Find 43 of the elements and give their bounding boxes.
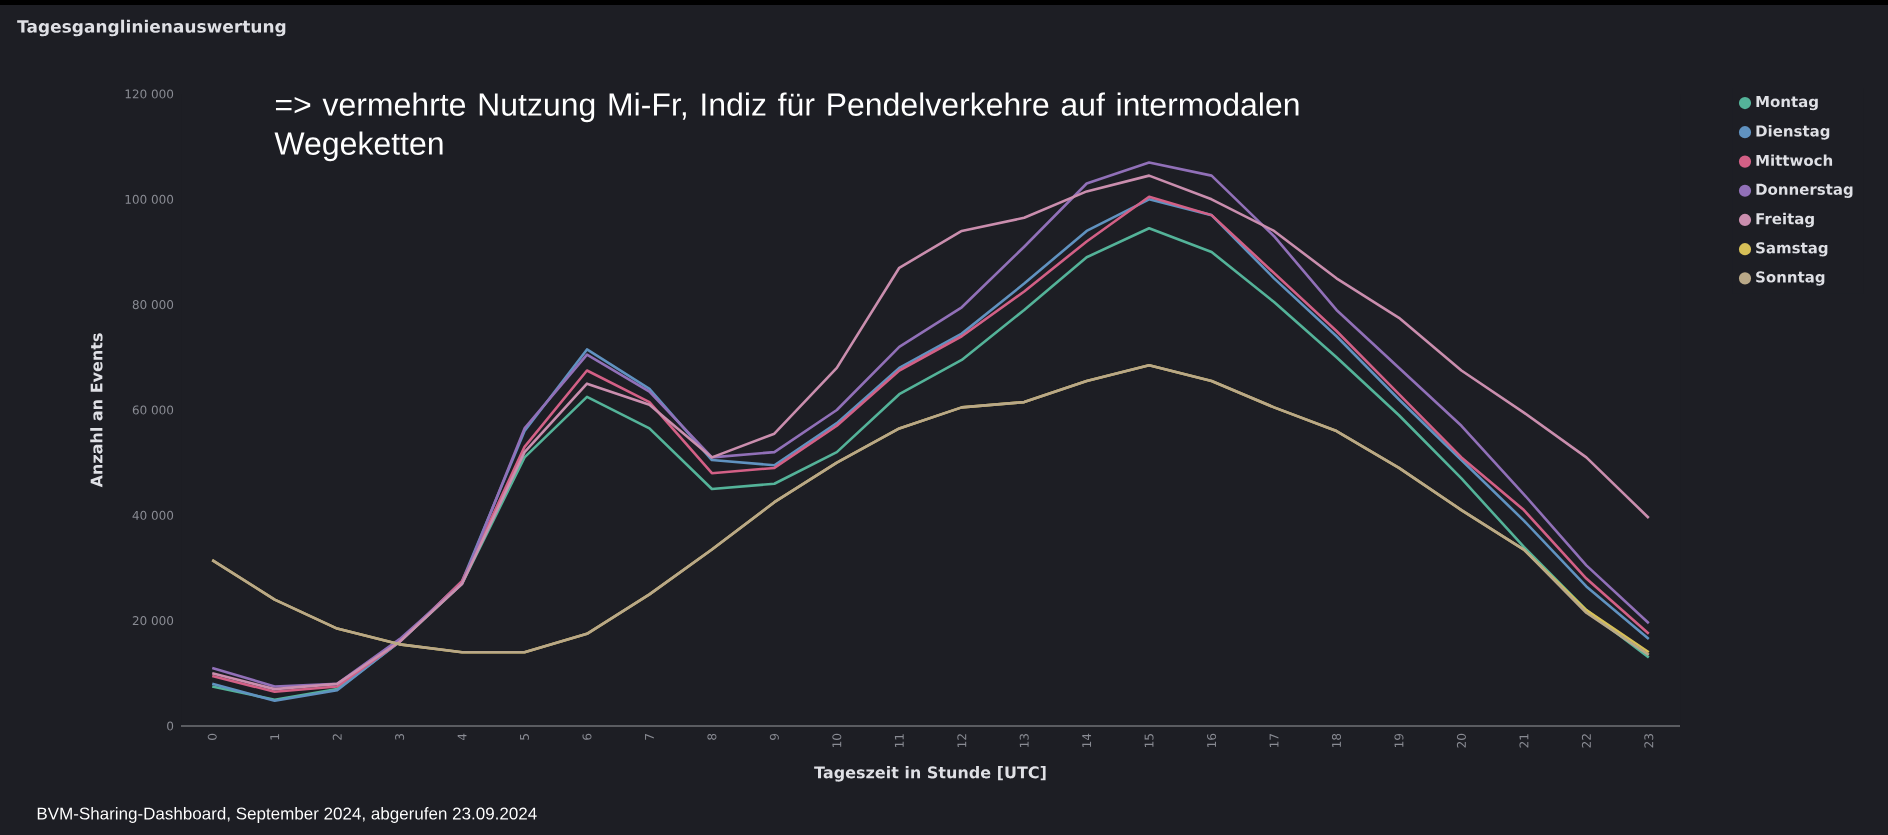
x-tick-label: 5 [520,734,529,740]
legend-label: Mittwoch [1756,154,1833,167]
y-axis-title: Anzahl an Events [90,333,103,488]
chart-title: Tagesganglinienauswertung [17,19,286,37]
x-tick-label: 19 [1394,733,1404,748]
x-tick-label: 17 [1269,734,1279,748]
x-tick-label: 21 [1519,734,1529,748]
x-tick-label: 20 [1456,733,1466,748]
x-tick-label: 16 [1207,733,1217,748]
x-tick-label: 4 [457,733,467,741]
annotation: => vermehrte Nutzung Mi-Fr, Indiz für Pendelverkehre auf intermodalen Wegeketten [274,92,1299,162]
x-tick-label: 2 [332,734,342,740]
x-tick-label: 6 [582,733,592,740]
x-tick-label: 14 [1082,733,1092,748]
x-tick-label: 7 [645,734,654,740]
x-tick-label: 13 [1019,734,1029,748]
legend-label: Donnerstag [1756,183,1853,198]
x-tick-label: 8 [707,733,717,740]
legend-label: Sonntag [1756,271,1825,286]
y-tick-label: 80 000 [132,300,174,310]
x-tick-label: 22 [1581,734,1591,748]
y-tick-label: 60 000 [132,405,174,415]
y-tick-label: 0 [167,721,174,731]
x-tick-label: 0 [207,733,217,740]
x-tick-label: 3 [395,734,405,740]
y-tick-label: 100 000 [125,194,174,204]
x-tick-label: 18 [1331,733,1342,748]
y-tick-label: 20 000 [132,616,174,626]
x-tick-label: 11 [894,734,904,748]
legend-label: Montag [1756,96,1818,111]
y-tick-label: 40 000 [132,510,174,520]
x-tick-label: 10 [832,733,842,748]
legend-label: Freitag [1756,212,1814,228]
x-tick-label: 1 [270,734,280,740]
x-tick-label: 15 [1144,734,1154,748]
x-tick-label: 9 [769,733,779,740]
text: BVM-Sharing-Dashboard, September 2024, abgerufen 23.09.2024 [37,807,537,823]
y-tick-label: 120 000 [125,89,174,99]
legend-label: Samstag [1756,242,1828,257]
x-tick-label: 12 [957,734,967,748]
x-tick-label: 23 [1644,734,1654,748]
x-axis-title: Tageszeit in Stunde [UTC] [814,766,1046,782]
legend-label: Dienstag [1756,125,1830,140]
